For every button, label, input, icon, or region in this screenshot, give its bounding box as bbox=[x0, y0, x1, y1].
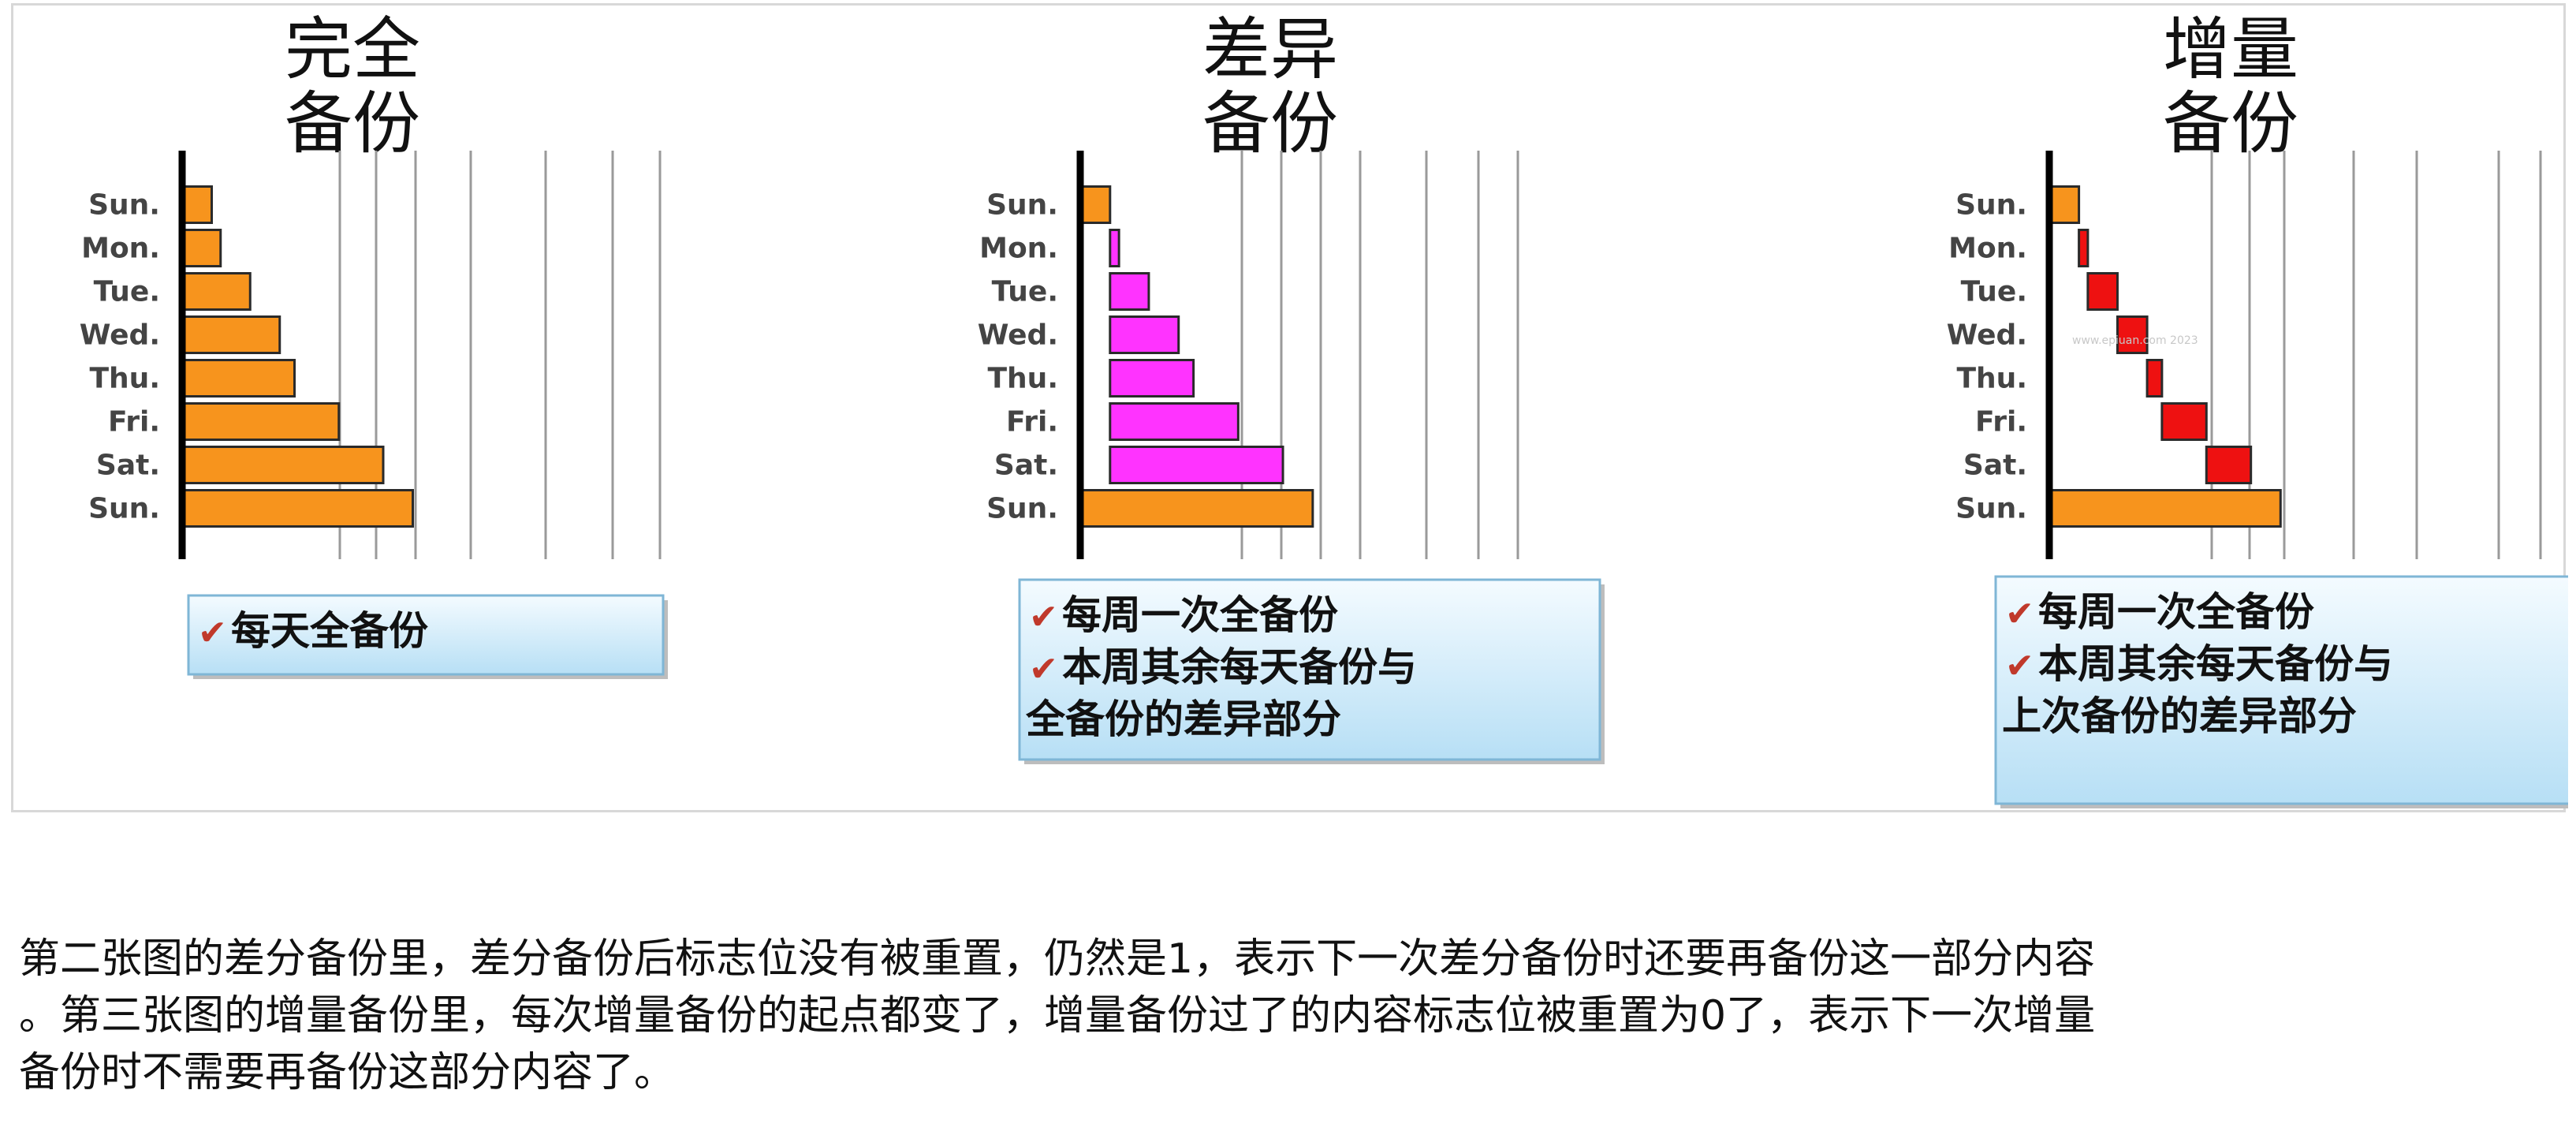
bar bbox=[1109, 402, 1240, 441]
note-text: 本周其余每天备份与 bbox=[2038, 641, 2393, 687]
tick-label: Mon. bbox=[979, 233, 1058, 265]
tick-label: Wed. bbox=[1947, 319, 2027, 352]
tick-label: Tue. bbox=[1961, 276, 2027, 308]
tick-label: Thu. bbox=[988, 363, 1059, 395]
caption-line: 。第三张图的增量备份里，每次增量备份的起点都变了，增量备份过了的内容标志位被重置… bbox=[19, 992, 2096, 1040]
tick-label: Sun. bbox=[88, 189, 160, 222]
check-icon: ✔ bbox=[1029, 649, 1058, 689]
bar bbox=[2160, 402, 2208, 441]
tick-label: Fri. bbox=[1006, 406, 1058, 439]
note-text: 每周一次全备份 bbox=[1062, 592, 1338, 638]
note-text: 本周其余每天备份与 bbox=[1062, 644, 1417, 690]
bar bbox=[2116, 315, 2149, 354]
bar bbox=[1109, 446, 1284, 484]
tick-label: Sun. bbox=[986, 493, 1058, 525]
tick-label: Sun. bbox=[1955, 189, 2027, 222]
check-icon: ✔ bbox=[198, 613, 227, 653]
chart-title: 差异 bbox=[1202, 10, 1338, 89]
bar bbox=[2048, 489, 2282, 528]
bar bbox=[181, 185, 213, 224]
tick-label: Fri. bbox=[108, 406, 160, 439]
bar bbox=[2205, 446, 2253, 484]
chart-title: 备份 bbox=[2163, 84, 2298, 163]
tick-label: Wed. bbox=[80, 319, 160, 352]
tick-label: Wed. bbox=[978, 319, 1058, 352]
tick-label: Sat. bbox=[1963, 450, 2027, 482]
note-text: 每天全备份 bbox=[231, 608, 428, 654]
tick-label: Sun. bbox=[88, 493, 160, 525]
bar bbox=[181, 229, 222, 267]
tick-label: Tue. bbox=[992, 276, 1058, 308]
tick-label: Thu. bbox=[1957, 363, 2028, 395]
bar bbox=[1079, 185, 1112, 224]
caption-line: 备份时不需要再备份这部分内容了。 bbox=[19, 1049, 676, 1096]
tick-label: Tue. bbox=[94, 276, 160, 308]
tick-label: Fri. bbox=[1975, 406, 2027, 439]
bar bbox=[2086, 272, 2119, 311]
bar bbox=[2145, 359, 2164, 398]
chart-title: 增量 bbox=[2163, 10, 2298, 89]
caption: 第二张图的差分备份里，差分备份后标志位没有被重置，仍然是1，表示下一次差分备份时… bbox=[19, 931, 2566, 1101]
check-icon: ✔ bbox=[2005, 646, 2034, 686]
chart-title: 备份 bbox=[1202, 84, 1338, 163]
tick-label: Sat. bbox=[994, 450, 1058, 482]
bar bbox=[2078, 229, 2090, 267]
bar bbox=[1109, 272, 1150, 311]
note-box bbox=[187, 594, 665, 676]
bar bbox=[1079, 489, 1314, 528]
tick-label: Sat. bbox=[96, 450, 160, 482]
bar bbox=[181, 402, 341, 441]
watermark: www.epiuan.com 2023 bbox=[2072, 334, 2198, 347]
tick-label: Sun. bbox=[1955, 493, 2027, 525]
bar bbox=[2048, 185, 2081, 224]
bar bbox=[181, 446, 385, 484]
note-text: 全备份的差异部分 bbox=[1025, 696, 1341, 742]
tick-label: Mon. bbox=[81, 233, 160, 265]
note-text: 每周一次全备份 bbox=[2038, 589, 2314, 635]
bar bbox=[181, 489, 414, 528]
check-icon: ✔ bbox=[2005, 594, 2034, 634]
note-box bbox=[1994, 575, 2568, 805]
bar bbox=[1109, 359, 1195, 398]
tick-label: Sun. bbox=[986, 189, 1058, 222]
chart-title: 备份 bbox=[285, 84, 420, 163]
bar bbox=[1109, 315, 1180, 354]
bar bbox=[181, 315, 281, 354]
caption-line: 第二张图的差分备份里，差分备份后标志位没有被重置，仍然是1，表示下一次差分备份时… bbox=[19, 935, 2096, 983]
tick-label: Thu. bbox=[90, 363, 161, 395]
tick-label: Mon. bbox=[1948, 233, 2027, 265]
bar bbox=[181, 359, 296, 398]
chart-title: 完全 bbox=[285, 10, 420, 89]
note-text: 上次备份的差异部分 bbox=[2002, 693, 2357, 739]
slide: 完全 备份 Sun. Mon. Tue. Wed. Thu. Fri. Sat. Sun. ✔ 每天全… bbox=[11, 3, 2568, 812]
note-box bbox=[1018, 578, 1601, 761]
bar bbox=[1109, 229, 1120, 267]
check-icon: ✔ bbox=[1029, 597, 1058, 637]
bar bbox=[181, 272, 252, 311]
